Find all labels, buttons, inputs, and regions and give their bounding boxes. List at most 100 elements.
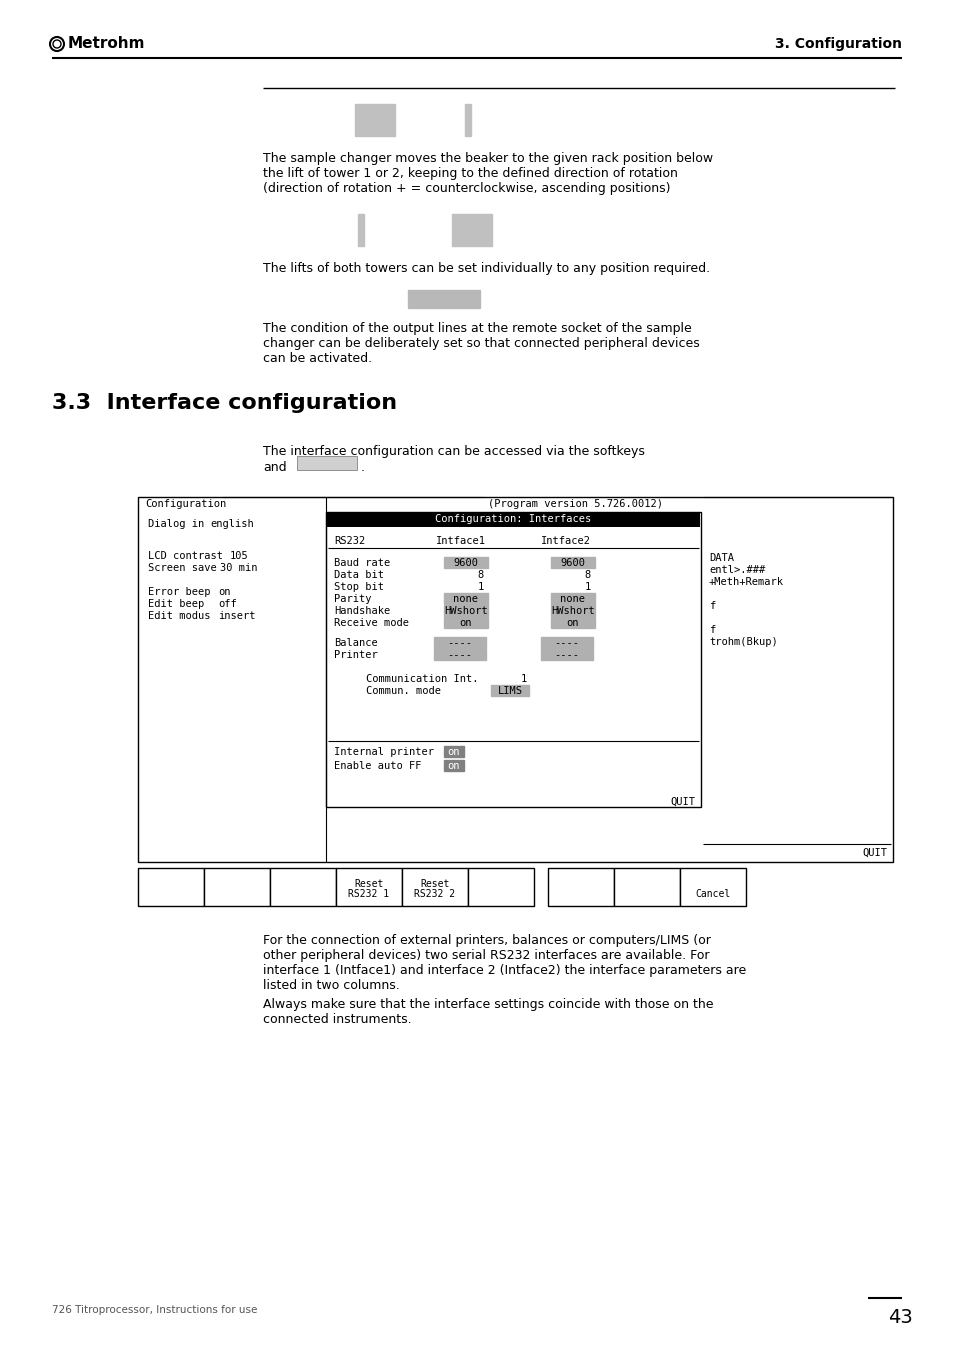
Text: on: on [218,586,231,597]
Text: f: f [708,626,715,635]
Text: (direction of rotation + = counterclockwise, ascending positions): (direction of rotation + = counterclockw… [263,182,670,195]
Text: Intface1: Intface1 [436,536,485,546]
Text: 30 min: 30 min [220,563,257,573]
Text: Enable auto FF: Enable auto FF [334,761,421,771]
Text: other peripheral devices) two serial RS232 interfaces are available. For: other peripheral devices) two serial RS2… [263,948,709,962]
Text: ----: ---- [554,638,578,648]
Text: Intface2: Intface2 [540,536,590,546]
Bar [138,867,204,907]
Bar [551,617,595,628]
Text: 9600: 9600 [560,558,585,567]
Bar [491,685,529,696]
Text: For the connection of external printers, balances or computers/LIMS (or: For the connection of external printers,… [263,934,710,947]
Text: Edit beep: Edit beep [148,598,204,609]
Text: Screen save: Screen save [148,563,216,573]
Text: can be activated.: can be activated. [263,353,372,365]
Text: and: and [263,461,286,474]
Text: off: off [218,598,236,609]
Bar [270,867,335,907]
Text: HWshort: HWshort [444,607,487,616]
Text: on: on [447,761,459,771]
Bar [614,867,679,907]
Bar [401,867,468,907]
Text: .: . [360,461,365,474]
Text: 9600: 9600 [453,558,478,567]
Bar [434,638,485,648]
Text: Configuration: Interfaces: Configuration: Interfaces [435,513,591,524]
Text: RS232: RS232 [334,536,365,546]
Text: Cancel: Cancel [695,889,730,898]
Bar [327,513,700,527]
Text: listed in two columns.: listed in two columns. [263,979,399,992]
Bar [452,213,492,246]
Text: none: none [453,594,478,604]
Text: Edit modus: Edit modus [148,611,211,621]
Text: Internal printer: Internal printer [334,747,434,757]
Text: 8: 8 [584,570,590,580]
Text: 1: 1 [584,582,590,592]
Bar [551,593,595,604]
Text: The lifts of both towers can be set individually to any position required.: The lifts of both towers can be set indi… [263,262,709,276]
Bar [326,512,700,807]
Text: Data bit: Data bit [334,570,384,580]
Bar [551,605,595,616]
Bar [464,104,471,136]
Bar [335,867,401,907]
Bar [547,867,614,907]
Text: interface 1 (Intface1) and interface 2 (Intface2) the interface parameters are: interface 1 (Intface1) and interface 2 (… [263,965,745,977]
Text: Baud rate: Baud rate [334,558,390,567]
Text: DATA: DATA [708,553,733,563]
Text: 8: 8 [477,570,483,580]
Text: none: none [560,594,585,604]
Text: on: on [459,617,472,628]
Text: english: english [210,519,253,530]
Text: the lift of tower 1 or 2, keeping to the defined direction of rotation: the lift of tower 1 or 2, keeping to the… [263,168,678,180]
Text: (Program version 5.726.0012): (Program version 5.726.0012) [488,499,662,509]
Text: Commun. mode: Commun. mode [366,686,440,696]
Text: Metrohm: Metrohm [68,36,146,51]
Text: 1: 1 [520,674,527,684]
Text: Dialog in: Dialog in [148,519,204,530]
Text: Receive mode: Receive mode [334,617,409,628]
Text: 105: 105 [230,551,249,561]
Bar [551,557,595,567]
Bar [540,638,593,648]
Text: Always make sure that the interface settings coincide with those on the: Always make sure that the interface sett… [263,998,713,1011]
Bar [408,290,479,308]
Bar [443,761,463,771]
Text: Printer: Printer [334,650,377,661]
Text: Parity: Parity [334,594,371,604]
Text: Handshake: Handshake [334,607,390,616]
Bar [468,867,534,907]
Text: changer can be deliberately set so that connected peripheral devices: changer can be deliberately set so that … [263,336,699,350]
Text: The condition of the output lines at the remote socket of the sample: The condition of the output lines at the… [263,322,691,335]
Text: 43: 43 [886,1308,911,1327]
Bar [443,617,488,628]
Text: Stop bit: Stop bit [334,582,384,592]
Bar [443,746,463,757]
Text: ----: ---- [554,650,578,661]
Text: Reset: Reset [354,880,383,889]
Text: on: on [566,617,578,628]
Bar [540,648,593,661]
Text: 3.3  Interface configuration: 3.3 Interface configuration [52,393,396,413]
Text: +Meth+Remark: +Meth+Remark [708,577,783,586]
Text: The sample changer moves the beaker to the given rack position below: The sample changer moves the beaker to t… [263,153,713,165]
Text: QUIT: QUIT [862,848,886,858]
Text: on: on [447,747,459,757]
Text: 1: 1 [477,582,483,592]
Text: ----: ---- [447,650,472,661]
Text: entl>.###: entl>.### [708,565,764,576]
Bar [443,605,488,616]
Text: 726 Titroprocessor, Instructions for use: 726 Titroprocessor, Instructions for use [52,1305,257,1315]
Bar [296,457,356,470]
Text: 3. Configuration: 3. Configuration [774,36,901,51]
Text: HWshort: HWshort [551,607,595,616]
Text: Configuration: Configuration [145,499,226,509]
Text: QUIT: QUIT [669,797,695,807]
Text: connected instruments.: connected instruments. [263,1013,411,1025]
Bar [204,867,270,907]
Bar [679,867,745,907]
Text: LIMS: LIMS [497,686,522,696]
Text: Error beep: Error beep [148,586,211,597]
